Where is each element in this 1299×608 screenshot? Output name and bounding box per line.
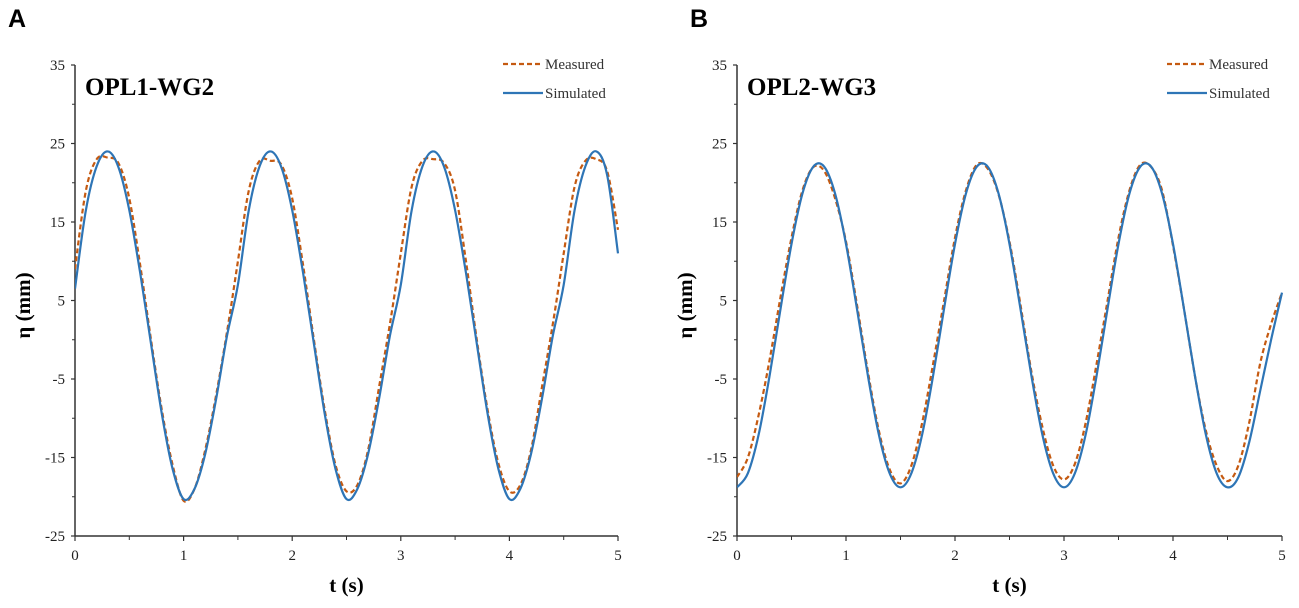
y-tick-label: 25	[50, 137, 65, 153]
chart-title: OPL1-WG2	[85, 74, 214, 101]
series-line-simulated	[737, 162, 1284, 489]
x-tick-label: 2	[951, 548, 959, 564]
x-tick-label: 5	[1278, 548, 1286, 564]
y-tick-label: 15	[50, 215, 65, 231]
y-axis-label: η (mm)	[11, 272, 35, 338]
x-tick-label: 2	[288, 548, 296, 564]
y-tick-label: -25	[45, 529, 65, 545]
x-tick-label: 3	[397, 548, 405, 564]
x-axis-label: t (s)	[992, 573, 1026, 597]
series-line-measured	[737, 161, 1284, 485]
series-line-measured	[75, 155, 620, 503]
legend-label: Simulated	[545, 86, 606, 102]
legend-label: Measured	[545, 57, 605, 73]
x-axis-label: t (s)	[329, 573, 363, 597]
panel-letter: A	[8, 5, 26, 33]
y-tick-label: 35	[712, 58, 727, 74]
y-tick-label: -15	[707, 451, 727, 467]
legend-label: Simulated	[1209, 86, 1270, 102]
y-tick-label: -15	[45, 451, 65, 467]
y-tick-label: 35	[50, 58, 65, 74]
x-tick-label: 4	[1169, 548, 1177, 564]
y-tick-label: -25	[707, 529, 727, 545]
x-tick-label: 4	[506, 548, 514, 564]
y-tick-label: -5	[53, 372, 66, 388]
x-tick-label: 1	[842, 548, 850, 564]
y-axis-label: η (mm)	[673, 272, 697, 338]
x-tick-label: 3	[1060, 548, 1068, 564]
legend-label: Measured	[1209, 57, 1269, 73]
panel-letter: B	[690, 5, 708, 33]
y-tick-label: 5	[58, 294, 66, 310]
chart-title: OPL2-WG3	[747, 74, 876, 101]
x-tick-label: 0	[71, 548, 79, 564]
y-tick-label: -5	[715, 372, 728, 388]
x-tick-label: 0	[733, 548, 741, 564]
y-tick-label: 15	[712, 215, 727, 231]
y-tick-label: 25	[712, 137, 727, 153]
x-tick-label: 1	[180, 548, 188, 564]
y-tick-label: 5	[720, 294, 728, 310]
chart-panel-b: B 35 25 15 5 -5 -15 -25 0 1 2 3 4 5 t (s) η (mm) OPL2-WG…	[673, 5, 1286, 597]
x-tick-label: 5	[614, 548, 622, 564]
chart-panel-a: A 35 25 15 5 -5 -15 -25 0 1 2 3 4 5 t (s) η (mm) OPL1-WG…	[8, 5, 622, 597]
series-line-simulated	[75, 150, 620, 502]
